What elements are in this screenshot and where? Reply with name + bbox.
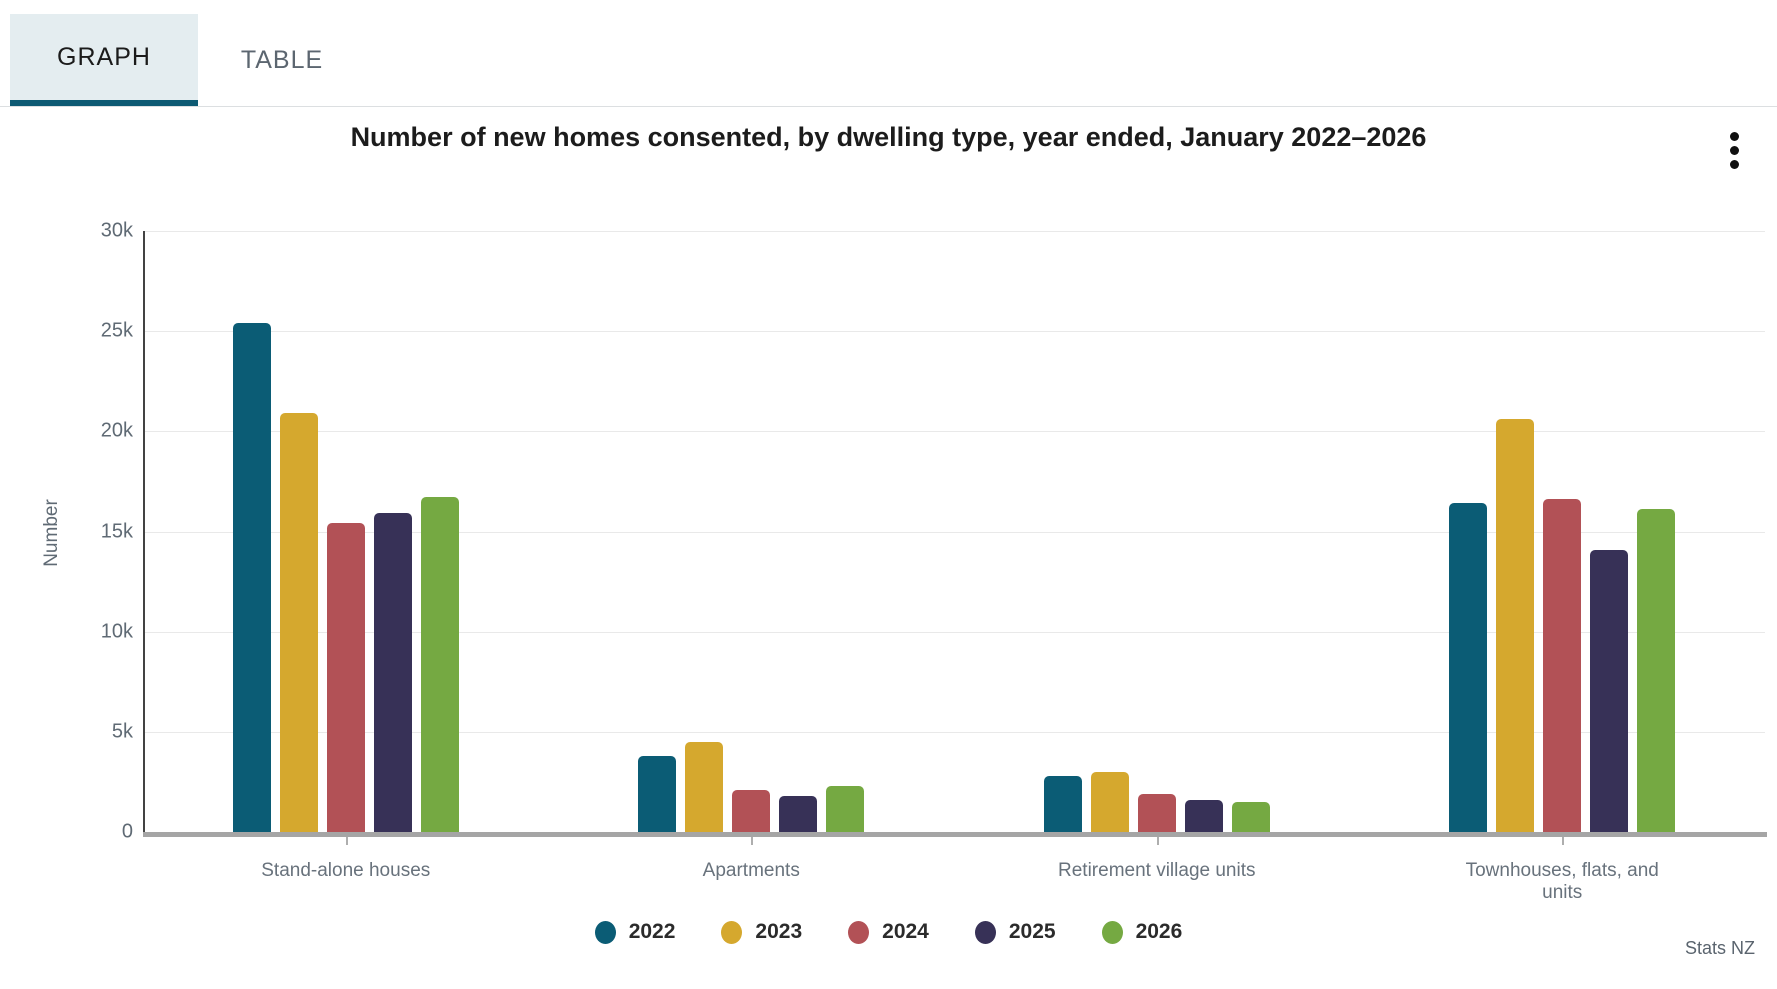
bar-2026-retirement-village-units[interactable] (1232, 802, 1270, 832)
legend-label: 2025 (1008, 920, 1056, 943)
bar-2025-townhouses-flats-and-units[interactable] (1590, 550, 1628, 832)
bar-2023-apartments[interactable] (685, 742, 723, 832)
tab-bar: GRAPH TABLE (0, 0, 1777, 107)
y-axis-line (143, 231, 145, 832)
legend-label: 2023 (755, 920, 803, 943)
category-tick (345, 837, 348, 845)
bar-2023-retirement-village-units[interactable] (1091, 772, 1129, 832)
category-tick (1562, 837, 1565, 845)
bar-2022-apartments[interactable] (638, 756, 676, 832)
bar-2022-stand-alone-houses[interactable] (233, 323, 271, 832)
y-axis-tick-label: 0 (121, 820, 133, 843)
legend-marker-icon (594, 920, 616, 944)
category-label: Apartments (702, 860, 800, 881)
y-axis-tick-label: 5k (111, 720, 133, 743)
legend-item-2023[interactable]: 2023 (721, 920, 802, 944)
gridline (143, 731, 1765, 733)
y-axis-tick-label: 25k (100, 319, 133, 342)
bar-2024-stand-alone-houses[interactable] (327, 523, 365, 832)
y-axis-tick-label: 10k (100, 620, 133, 643)
y-axis-tick-label: 15k (100, 520, 133, 542)
legend-marker-icon (1101, 920, 1123, 944)
tab-graph[interactable]: GRAPH (10, 14, 198, 106)
bar-2023-townhouses-flats-and-units[interactable] (1496, 419, 1534, 832)
legend-label: 2022 (628, 920, 676, 943)
legend-label: 2026 (1135, 920, 1183, 943)
bar-2024-retirement-village-units[interactable] (1138, 794, 1176, 832)
bar-2025-retirement-village-units[interactable] (1185, 800, 1223, 832)
legend: 2022 2023 2024 2025 2026 (0, 920, 1777, 944)
bar-2022-townhouses-flats-and-units[interactable] (1449, 503, 1487, 832)
gridline (143, 431, 1765, 433)
legend-marker-icon (721, 920, 743, 944)
bar-2025-apartments[interactable] (779, 796, 817, 832)
bar-2024-apartments[interactable] (732, 790, 770, 832)
legend-item-2024[interactable]: 2024 (848, 920, 929, 944)
tab-table[interactable]: TABLE (198, 14, 366, 106)
bar-2024-townhouses-flats-and-units[interactable] (1543, 499, 1581, 832)
page-title: Number of new homes consented, by dwelli… (350, 122, 1427, 152)
legend-item-2026[interactable]: 2026 (1101, 920, 1183, 944)
bar-2023-stand-alone-houses[interactable] (280, 413, 318, 832)
bar-2026-townhouses-flats-and-units[interactable] (1637, 509, 1675, 832)
gridline (143, 331, 1765, 333)
gridline (143, 631, 1765, 633)
gridline (143, 531, 1765, 533)
y-axis-tick-label: 20k (100, 419, 133, 442)
y-axis-title: Number (40, 498, 62, 567)
legend-marker-icon (974, 920, 996, 944)
category-label: Stand-alone houses (261, 860, 431, 881)
legend-item-2025[interactable]: 2025 (974, 920, 1056, 944)
kebab-menu-icon[interactable] (1721, 126, 1747, 174)
legend-marker-icon (848, 920, 870, 944)
bar-2026-apartments[interactable] (826, 786, 864, 832)
bar-2026-stand-alone-houses[interactable] (421, 497, 459, 832)
bar-2022-retirement-village-units[interactable] (1044, 776, 1082, 832)
x-axis-baseline (143, 832, 1767, 837)
gridline (143, 231, 1765, 232)
category-label: Townhouses, flats, and units (1465, 860, 1659, 903)
category-tick (1156, 837, 1159, 845)
category-tick (751, 837, 754, 845)
legend-label: 2024 (882, 920, 929, 943)
legend-item-2022[interactable]: 2022 (594, 920, 676, 944)
source-attribution: Stats NZ (1684, 938, 1755, 958)
y-axis-tick-label: 30k (100, 219, 133, 242)
bar-2025-stand-alone-houses[interactable] (374, 513, 412, 832)
category-label: Retirement village units (1058, 860, 1256, 881)
